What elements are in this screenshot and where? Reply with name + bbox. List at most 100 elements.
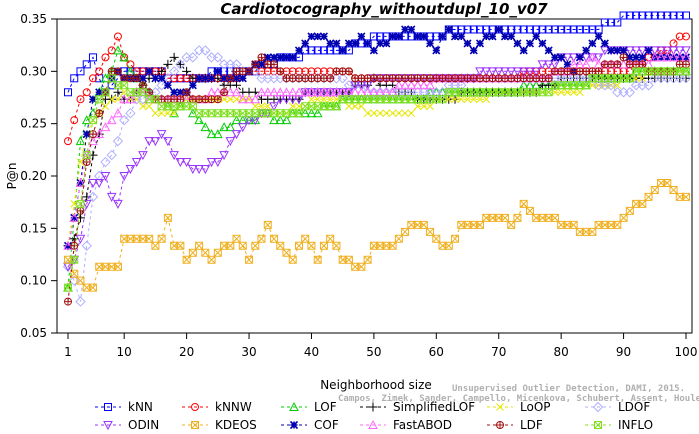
point-ldof-64 — [456, 80, 467, 91]
point-odin-78 — [543, 60, 554, 70]
point-kdeos-73 — [513, 213, 522, 222]
point-kdeos-25 — [213, 248, 222, 257]
point-knn-85 — [588, 25, 597, 34]
point-knn-5 — [88, 53, 97, 62]
point-kdeos-59 — [426, 227, 435, 236]
point-kdeos-30 — [245, 255, 254, 264]
point-loop-58 — [419, 102, 428, 111]
point-cof-76 — [532, 32, 541, 41]
point-knn-95 — [650, 11, 659, 20]
point-ldf-32 — [257, 53, 266, 62]
point-fastabod-56 — [406, 80, 417, 90]
point-odin-7 — [100, 172, 111, 182]
point-lof-23 — [200, 122, 211, 132]
point-odin-15 — [150, 137, 161, 147]
point-cof-77 — [538, 39, 547, 48]
point-loop-81 — [563, 88, 572, 97]
point-kdeos-20 — [182, 255, 191, 264]
point-loop-26 — [220, 95, 228, 104]
point-ldf-26 — [220, 88, 229, 97]
point-odin-98 — [668, 46, 679, 56]
point-ldof-16 — [156, 80, 167, 91]
point-fastabod-39 — [300, 87, 311, 97]
point-loop-51 — [376, 109, 384, 118]
point-odin-91 — [624, 46, 635, 56]
point-kdeos-91 — [625, 206, 634, 215]
point-fastabod-44 — [331, 87, 342, 97]
point-ldf-4 — [82, 158, 91, 167]
point-cof-54 — [394, 32, 403, 41]
y-tick-label-0.25: 0.25 — [20, 117, 47, 131]
point-cof-57 — [413, 32, 422, 41]
point-ldof-10 — [118, 114, 130, 126]
legend-item-loop: LoOP — [487, 400, 551, 414]
point-ldof-7 — [100, 156, 111, 168]
point-kdeos-32 — [257, 234, 266, 243]
point-odin-9 — [113, 199, 123, 209]
point-cof-51 — [376, 39, 385, 48]
point-fastabod-42 — [319, 87, 329, 97]
legend-marker-loop — [496, 403, 504, 411]
point-knn-91 — [625, 11, 634, 20]
point-cof-25 — [213, 67, 222, 76]
point-knn-83 — [575, 25, 584, 34]
legend-item-knn: kNN — [95, 400, 153, 414]
legend: kNN kNNW LOF SimplifiedLOF LoOP LDOF ODIN KDEOS… — [95, 400, 653, 432]
point-fastabod-41 — [312, 87, 323, 97]
point-kdeos-53 — [388, 241, 397, 250]
point-knn-79 — [550, 25, 559, 34]
point-cof-17 — [163, 81, 172, 90]
point-cof-78 — [544, 46, 553, 55]
point-loop-65 — [463, 95, 472, 104]
point-simplifiedlof-20 — [182, 66, 192, 76]
point-cof-69 — [488, 32, 497, 41]
point-kdeos-36 — [282, 248, 291, 257]
point-loop-40 — [307, 95, 316, 104]
point-knn-99 — [675, 11, 684, 20]
point-ldf-78 — [544, 74, 553, 83]
legend-marker-knnw — [191, 403, 199, 411]
point-knn-1 — [64, 88, 72, 97]
point-loop-82 — [569, 88, 578, 97]
point-loop-32 — [257, 102, 266, 111]
point-cof-49 — [363, 39, 372, 48]
point-kdeos-93 — [638, 199, 647, 208]
point-cof-43 — [326, 39, 335, 48]
point-inflo-61 — [438, 95, 447, 104]
point-odin-18 — [169, 151, 179, 161]
point-kdeos-29 — [238, 241, 247, 250]
point-ldf-25 — [213, 95, 222, 104]
point-knn-96 — [657, 11, 666, 20]
x-tick-label-100: 100 — [675, 345, 698, 359]
point-fastabod-32 — [256, 87, 267, 97]
point-loop-63 — [451, 95, 459, 104]
legend-item-inflo: INFLO — [585, 418, 653, 432]
point-ldf-6 — [95, 109, 104, 118]
point-cof-65 — [463, 39, 472, 48]
point-ldof-11 — [125, 107, 136, 119]
point-kdeos-21 — [188, 248, 197, 257]
point-ldof-88 — [605, 80, 617, 91]
point-loop-93 — [638, 74, 647, 83]
point-odin-12 — [131, 158, 142, 168]
point-odin-22 — [194, 165, 204, 175]
point-knnw-5 — [88, 74, 97, 83]
x-tick-label-10: 10 — [117, 345, 132, 359]
point-loop-3 — [76, 158, 85, 166]
point-odin-81 — [562, 53, 573, 63]
point-cof-14 — [145, 67, 154, 76]
point-lof-39 — [300, 108, 311, 118]
point-kdeos-34 — [270, 234, 278, 243]
point-cof-24 — [207, 74, 216, 83]
series-inflo — [64, 67, 690, 292]
point-loop-48 — [357, 102, 366, 111]
point-odin-25 — [212, 158, 223, 168]
point-knn-66 — [469, 25, 478, 34]
point-loop-53 — [388, 109, 397, 118]
point-kdeos-67 — [476, 220, 484, 229]
point-knn-42 — [319, 46, 328, 55]
legend-item-fastabod: FastABOD — [360, 418, 452, 432]
point-knnw-2 — [70, 116, 79, 125]
point-inflo-6 — [95, 95, 104, 104]
point-knn-93 — [638, 11, 647, 20]
